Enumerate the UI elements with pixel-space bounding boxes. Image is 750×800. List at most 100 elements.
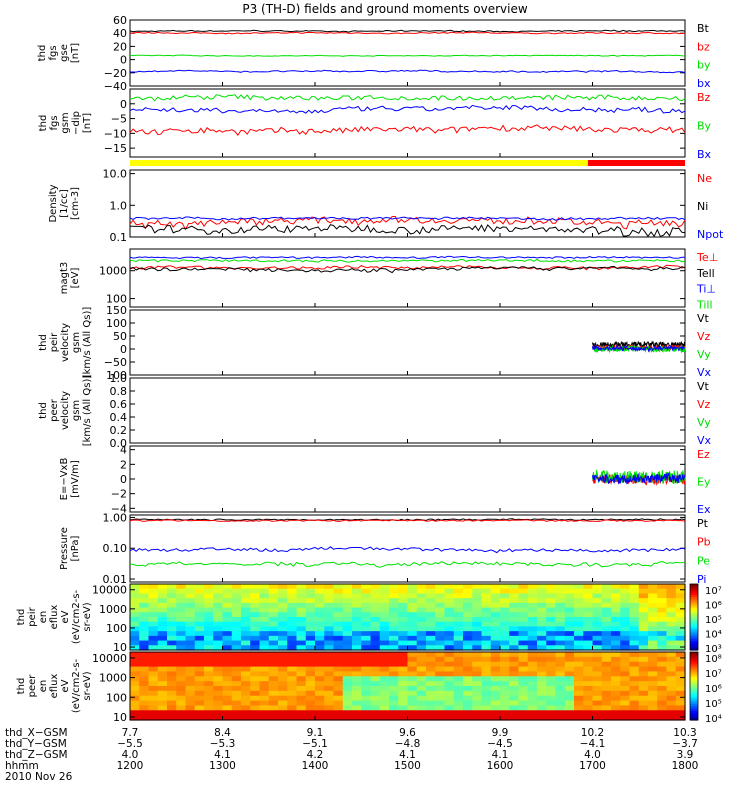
peir_spec-cell [620,612,631,618]
peir_spec-cell [601,617,612,623]
peir_spec-cell [472,635,483,642]
peer_spec-cell [500,661,510,668]
peer_spec-cell [407,681,418,687]
peir_spec-cell [537,602,547,609]
peer_spec-cell [592,676,603,682]
peir_spec-cell [500,635,510,642]
peir_spec-cell [537,584,547,590]
peer_spec-cell [675,652,686,658]
peir_spec-cell [296,640,307,646]
peir_spec-cell [527,631,538,637]
peir_spec-cell [259,640,270,646]
peer_spec-cell [416,690,427,697]
peir_spec-cell [601,631,612,637]
peer_spec-cell [139,676,150,682]
peir_spec-cell [250,598,261,604]
peir_spec-cell [342,602,353,609]
peer_spec-cell [453,705,464,711]
peer_spec-cell [213,656,224,663]
peir_spec-cell [213,588,224,595]
peir_spec-cell [324,621,335,628]
peer_spec-cell [435,652,446,658]
peir_spec-cell [324,617,335,623]
peer_spec-cell [583,700,594,707]
peir_spec-cell [213,607,224,613]
peir_spec-cell [287,631,298,637]
peer_spec-cell [583,652,594,658]
peer_spec-cell [601,656,612,663]
peir_spec-cell [416,584,427,590]
peir_spec-cell [490,635,501,642]
peer_velocity-ytick-label: 0.6 [110,398,128,411]
peir_spec-cell [657,617,668,623]
peer_spec-cell [176,705,187,711]
peer_spec-cell [555,690,566,697]
peir_spec-cell [324,645,335,651]
peer_spec-cell [287,710,298,716]
bgsm-legend-item: By [697,120,712,133]
peir_spec-cell [315,617,325,623]
peer_spec-cell [481,710,492,716]
peer_spec-cell [472,715,483,721]
peer_spec-cell [185,652,196,658]
pressure-legend-item: Pi [697,573,706,586]
peer_spec-cell [342,666,353,673]
peer_spec-cell [648,681,658,687]
peir_spec-cell [176,626,187,632]
peer_spec-cell [444,686,455,692]
peir_spec-cell [389,588,399,595]
peer_spec-cell [398,715,409,721]
peer_spec-cell [490,710,501,716]
peir_spec-cell [185,584,196,590]
peer_spec-cell [500,705,510,711]
peer_spec-cell [398,690,409,697]
peir_spec-cell [444,645,455,651]
peer_spec-cell [222,671,233,677]
peir_spec-cell [574,593,584,599]
peir_spec-cell [148,645,159,651]
peer_spec-cell [342,695,353,702]
temperature-legend-item: Ti⊥ [696,283,716,296]
peir_spec-cell [546,635,557,642]
peer_spec-cell [472,681,483,687]
peir_spec-cell [259,588,270,595]
peir_spec-cell [324,598,335,604]
peir_spec-cell [463,626,473,632]
peir_spec-cell [481,598,492,604]
peer_spec-cell [148,700,159,707]
peir_velocity-legend-item: Vy [697,348,711,361]
peer_spec-cell [194,652,205,658]
peer_spec-cell [176,686,187,692]
peer_spec-colorbar-step [690,688,698,692]
peir_spec-cell [611,584,621,590]
peir_spec-cell [222,631,233,637]
peir_spec-cell [601,612,612,618]
peir_spec-cell [601,584,612,590]
peer_spec-cell [259,666,270,673]
peer_spec-cell [518,690,529,697]
peer_spec-cell [398,705,409,711]
peer_spec-cell [268,652,279,658]
peir_spec-heatmap [130,584,686,651]
peir_spec-cell [194,593,205,599]
peer_spec-cell [574,652,584,658]
peir_spec-cell [389,607,399,613]
peir_spec-cell [204,593,214,599]
peer_spec-cell [278,681,288,687]
peir_spec-cell [675,602,686,609]
peir_spec-cell [453,588,464,595]
peer_spec-cell [241,676,251,682]
peir_spec-cell [601,588,612,595]
peer_spec-cell [463,705,473,711]
peer_spec-colorbar-step [690,717,698,721]
peer_spec-cell [287,690,298,697]
peir_spec-cell [296,588,307,595]
peer_spec-cell [222,710,233,716]
peir_spec-cell [426,584,436,590]
peir_spec-cell [157,584,168,590]
peer_spec-cell [287,695,298,702]
peir_spec-cell [546,598,557,604]
peir_spec-colorbar-step [690,588,698,592]
peir_spec-cell [407,602,418,609]
